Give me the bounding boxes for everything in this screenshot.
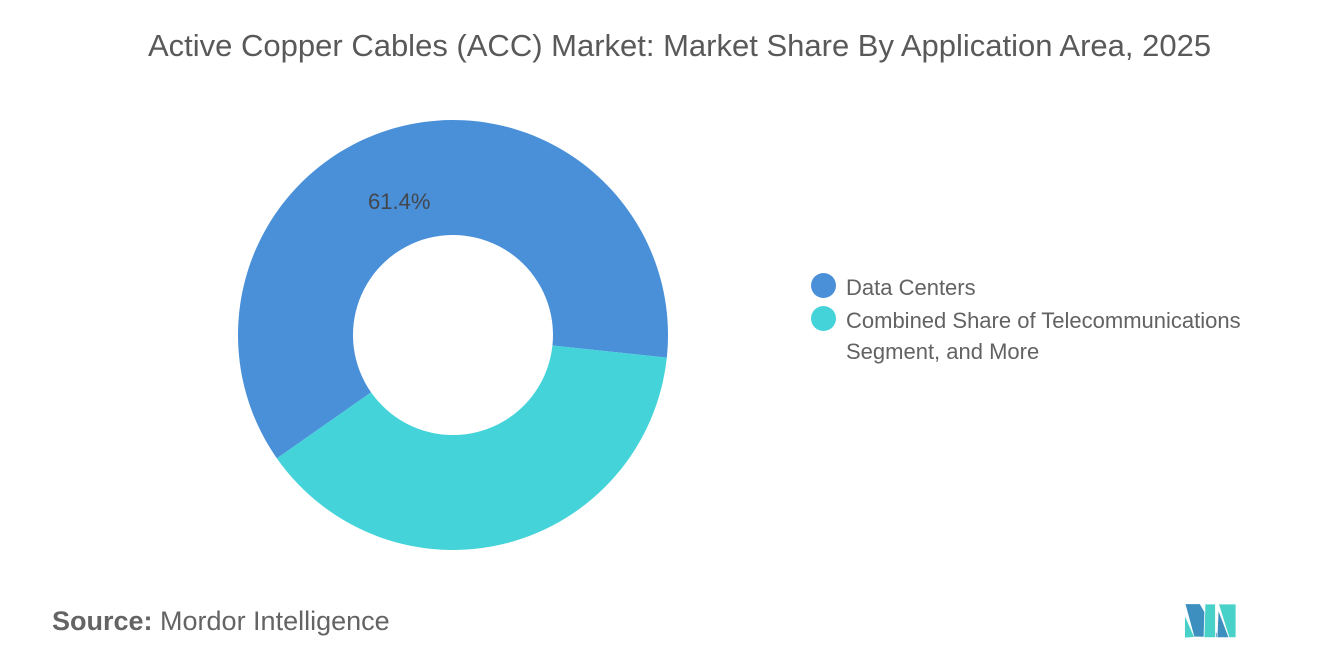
svg-text:61.4%: 61.4%	[368, 189, 430, 214]
